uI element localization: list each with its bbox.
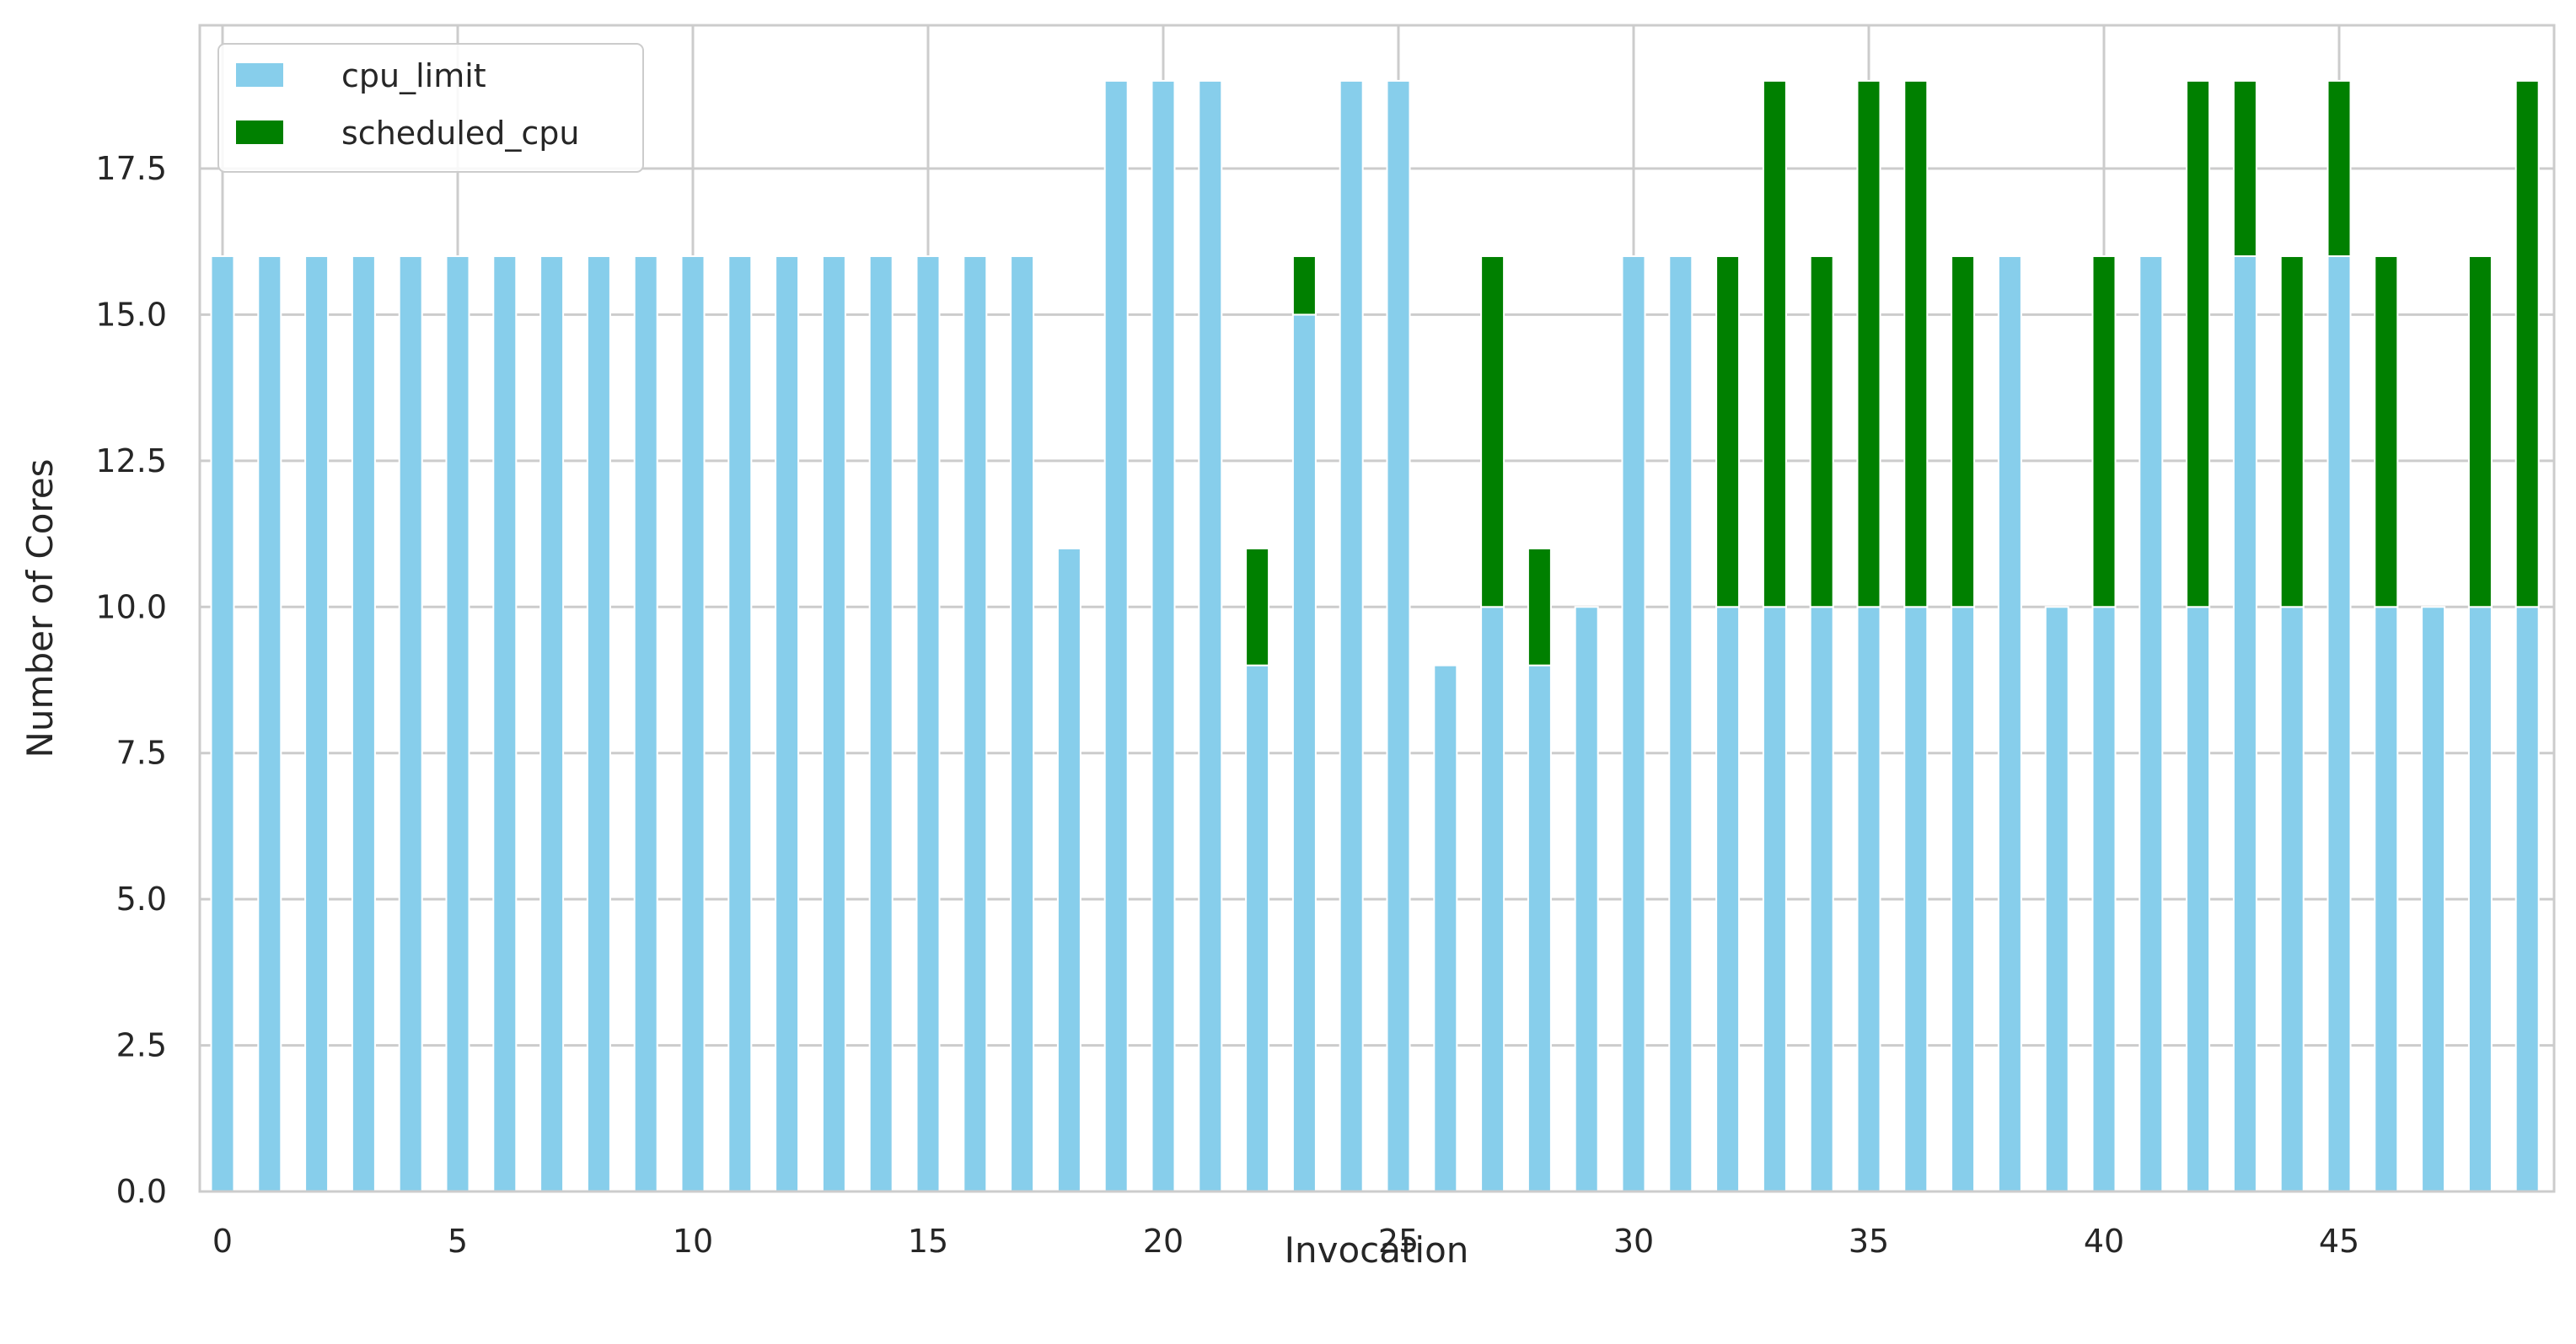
y-tick-label: 15.0 — [95, 296, 167, 333]
bar-cpu-limit — [1856, 606, 1881, 1192]
bar-cpu-limit — [1715, 606, 1741, 1192]
bar-cpu-limit — [1433, 664, 1458, 1192]
bar-cpu-limit — [915, 255, 941, 1193]
bar-cpu-limit — [1198, 79, 1223, 1192]
x-tick-label: 30 — [1613, 1223, 1654, 1260]
bar-scheduled-cpu — [1245, 547, 1270, 667]
bar-cpu-limit — [1245, 664, 1270, 1192]
bar-cpu-limit — [2326, 255, 2352, 1193]
bar-cpu-limit — [1103, 79, 1129, 1192]
y-tick-label: 10.0 — [95, 588, 167, 625]
bar-scheduled-cpu — [1951, 255, 1976, 608]
bar-cpu-limit — [2467, 606, 2493, 1192]
y-tick-label: 5.0 — [116, 881, 167, 918]
bar-scheduled-cpu — [2186, 79, 2211, 608]
bar-cpu-limit — [1527, 664, 1552, 1192]
bar-scheduled-cpu — [2467, 255, 2493, 608]
bar-cpu-limit — [1339, 79, 1364, 1192]
bar-cpu-limit — [1809, 606, 1834, 1192]
y-tick-labels: 0.0 2.5 5.0 7.5 10.0 12.5 15.0 17.5 — [95, 150, 167, 1210]
bar-scheduled-cpu — [2326, 79, 2352, 258]
bar-scheduled-cpu — [1762, 79, 1787, 608]
bar-scheduled-cpu — [1856, 79, 1881, 608]
bar-cpu-limit — [2279, 606, 2305, 1192]
bar-cpu-limit — [868, 255, 894, 1193]
bar-scheduled-cpu — [1291, 255, 1317, 316]
bar-cpu-limit — [775, 255, 800, 1193]
bar-cpu-limit — [1668, 255, 1693, 1193]
bar-cpu-limit — [210, 255, 235, 1193]
x-tick-label: 10 — [673, 1223, 713, 1260]
bar-scheduled-cpu — [2279, 255, 2305, 608]
bar-cpu-limit — [2232, 255, 2257, 1193]
y-tick-label: 12.5 — [95, 442, 167, 479]
bar-cpu-limit — [492, 255, 518, 1193]
x-tick-labels: 0 5 10 15 20 25 30 35 40 45 — [212, 1223, 2359, 1260]
bar-cpu-limit — [2044, 606, 2069, 1192]
bar-cpu-limit — [304, 255, 330, 1193]
bar-cpu-limit — [1291, 313, 1317, 1193]
y-tick-label: 0.0 — [116, 1173, 167, 1210]
x-tick-label: 25 — [1378, 1223, 1419, 1260]
bar-cpu-limit — [1151, 79, 1176, 1192]
x-tick-label: 15 — [908, 1223, 948, 1260]
bar-cpu-limit — [727, 255, 753, 1193]
plot-frame — [198, 24, 2556, 1193]
bar-scheduled-cpu — [2091, 255, 2117, 608]
bar-cpu-limit — [2186, 606, 2211, 1192]
bar-cpu-limit — [1056, 547, 1081, 1192]
x-tick-label: 40 — [2084, 1223, 2124, 1260]
bar-cpu-limit — [2091, 606, 2117, 1192]
y-tick-label: 2.5 — [116, 1027, 167, 1064]
bar-cpu-limit — [2139, 255, 2164, 1193]
bar-cpu-limit — [1997, 255, 2022, 1193]
legend: cpu_limit scheduled_cpu — [217, 43, 644, 173]
bar-cpu-limit — [2421, 606, 2446, 1192]
bar-cpu-limit — [398, 255, 423, 1193]
bar-cpu-limit — [539, 255, 565, 1193]
x-tick-label: 35 — [1849, 1223, 1889, 1260]
bar-scheduled-cpu — [2232, 79, 2257, 258]
bar-scheduled-cpu — [1527, 547, 1552, 667]
bar-cpu-limit — [633, 255, 658, 1193]
bar-scheduled-cpu — [2374, 255, 2399, 608]
x-tick-label: 45 — [2319, 1223, 2359, 1260]
bar-scheduled-cpu — [1715, 255, 1741, 608]
y-axis-label: Number of Cores — [19, 459, 61, 758]
bar-cpu-limit — [1574, 606, 1599, 1192]
bar-cpu-limit — [1480, 606, 1505, 1192]
legend-label-cpu-limit: cpu_limit — [341, 57, 486, 94]
legend-label-scheduled-cpu: scheduled_cpu — [341, 115, 580, 152]
legend-swatch-scheduled-cpu — [236, 120, 283, 144]
bar-cpu-limit — [1951, 606, 1976, 1192]
bar-cpu-limit — [1621, 255, 1646, 1193]
bar-cpu-limit — [257, 255, 282, 1193]
bar-cpu-limit — [680, 255, 706, 1193]
bar-cpu-limit — [963, 255, 988, 1193]
bar-cpu-limit — [821, 255, 846, 1193]
x-tick-label: 5 — [448, 1223, 468, 1260]
bar-scheduled-cpu — [2514, 79, 2540, 608]
bar-cpu-limit — [1010, 255, 1035, 1193]
x-tick-label: 0 — [212, 1223, 233, 1260]
y-tick-label: 17.5 — [95, 150, 167, 187]
bar-cpu-limit — [445, 255, 470, 1193]
bar-cpu-limit — [1386, 79, 1411, 1192]
bar-cpu-limit — [2514, 606, 2540, 1192]
bar-cpu-limit — [1762, 606, 1787, 1192]
bar-cpu-limit — [586, 255, 611, 1193]
legend-swatch-cpu-limit — [236, 63, 283, 87]
bar-scheduled-cpu — [1903, 79, 1929, 608]
bar-cpu-limit — [1903, 606, 1929, 1192]
bar-cpu-limit — [351, 255, 376, 1193]
bar-cpu-limit — [2374, 606, 2399, 1192]
bar-scheduled-cpu — [1809, 255, 1834, 608]
y-tick-label: 7.5 — [116, 735, 167, 772]
x-tick-label: 20 — [1143, 1223, 1183, 1260]
legend-box — [217, 43, 644, 173]
x-axis-label: Invocation — [1285, 1229, 1469, 1271]
bar-scheduled-cpu — [1480, 255, 1505, 608]
